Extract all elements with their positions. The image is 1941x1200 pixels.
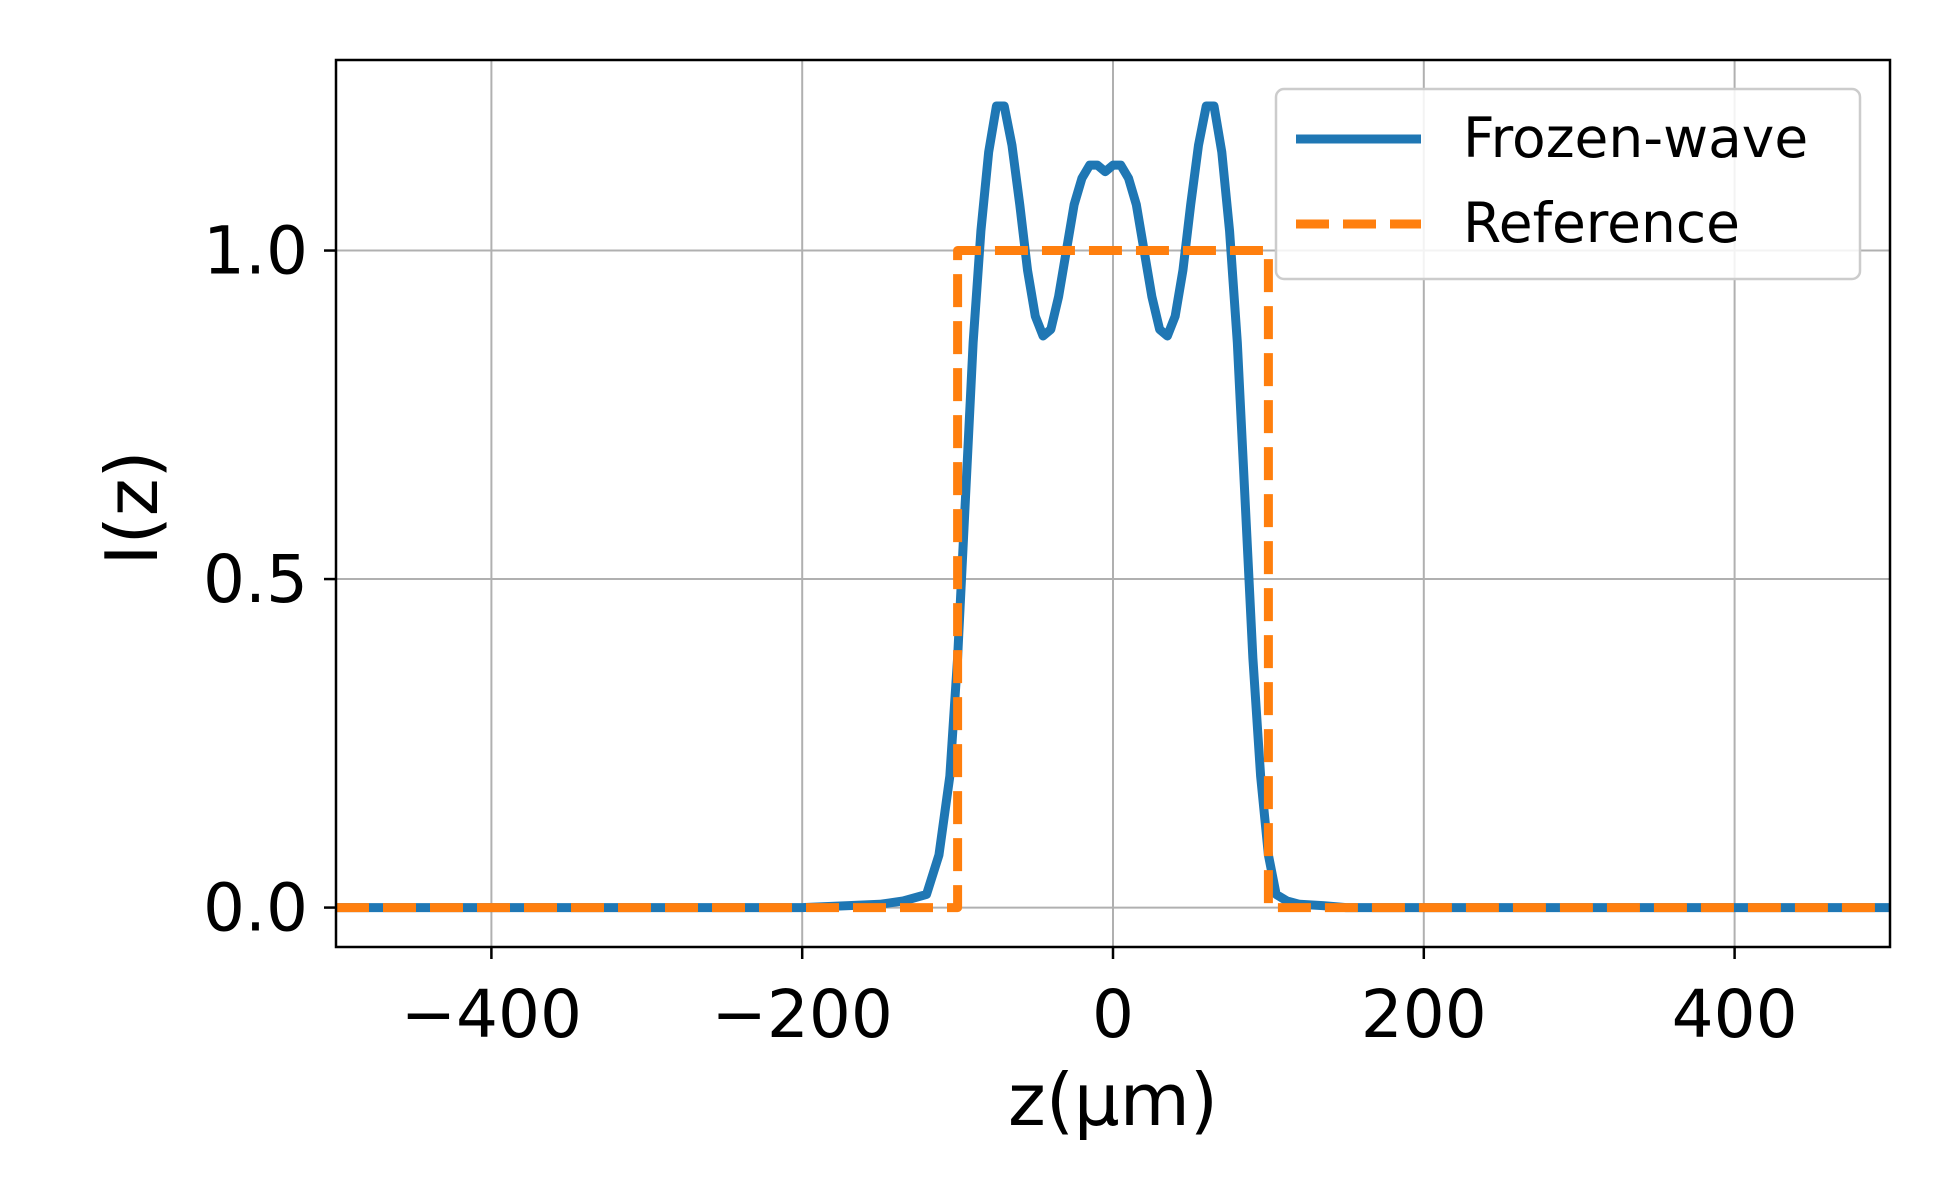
x-axis-ticks: −400 −200 0 200 400 xyxy=(401,947,1798,1053)
y-tick-label: 0.5 xyxy=(203,541,308,618)
x-tick-label: 200 xyxy=(1361,976,1487,1053)
series-layer xyxy=(336,101,1890,913)
x-axis-label: z(μm) xyxy=(1008,1058,1218,1142)
x-tick-label: 400 xyxy=(1672,976,1798,1053)
y-axis-ticks: 0.0 0.5 1.0 xyxy=(203,213,336,947)
x-tick-label: −400 xyxy=(401,976,582,1053)
legend-label-frozen-wave: Frozen-wave xyxy=(1463,106,1808,170)
legend-box xyxy=(1274,87,1862,281)
y-tick-label: 0.0 xyxy=(203,870,308,947)
x-tick-label: −200 xyxy=(712,976,893,1053)
legend: Frozen-wave Reference xyxy=(1274,87,1862,281)
legend-label-reference: Reference xyxy=(1463,191,1740,255)
y-axis-label: I(z) xyxy=(90,450,174,565)
y-tick-label: 1.0 xyxy=(203,213,308,290)
x-tick-label: 0 xyxy=(1092,976,1134,1053)
series-line-reference xyxy=(336,246,1890,913)
